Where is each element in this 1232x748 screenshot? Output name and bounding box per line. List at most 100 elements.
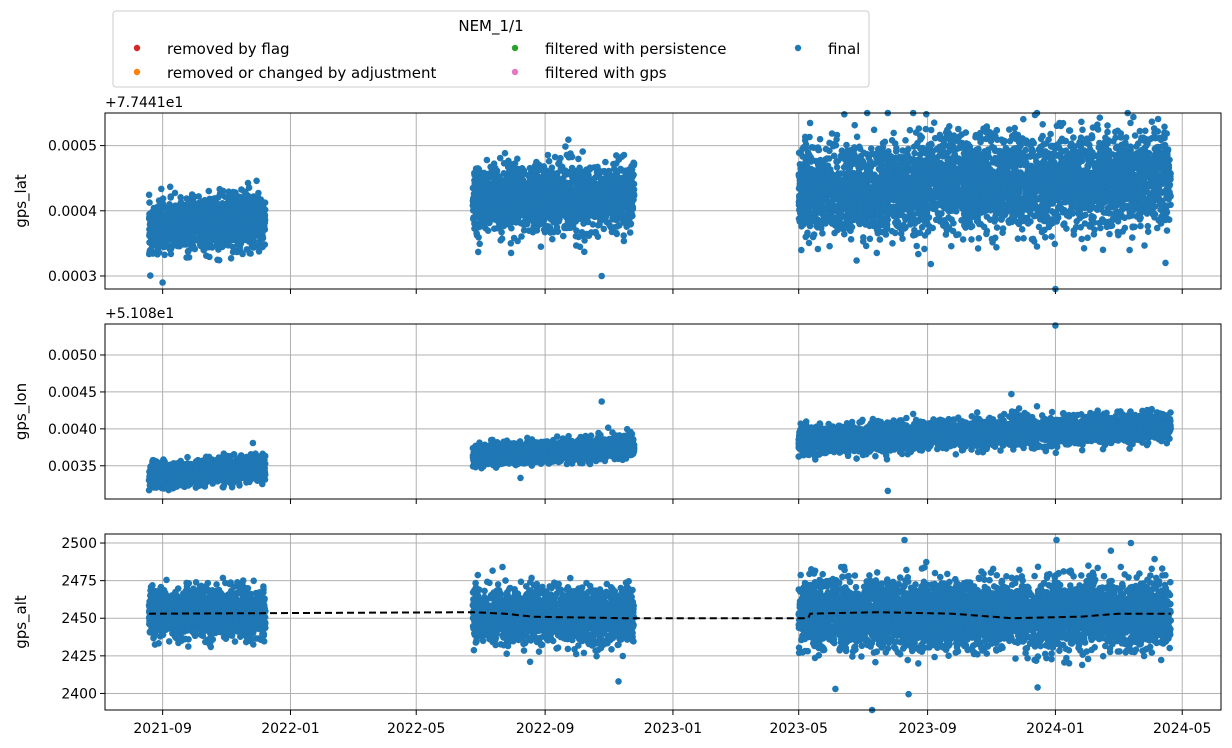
data-point: [161, 212, 168, 219]
data-point: [1154, 225, 1161, 232]
data-point: [532, 212, 539, 219]
data-point: [1129, 234, 1136, 241]
data-point: [983, 231, 990, 238]
data-point: [206, 188, 213, 195]
data-point: [503, 190, 510, 197]
data-point: [546, 158, 553, 165]
legend-marker: [134, 69, 140, 75]
data-point: [234, 194, 241, 201]
data-point: [183, 254, 190, 261]
data-point: [151, 239, 158, 246]
data-point: [218, 189, 225, 196]
data-point: [260, 228, 267, 235]
data-point: [1130, 114, 1137, 121]
data-point: [580, 220, 587, 227]
legend-title: NEM_1/1: [458, 17, 523, 36]
data-point: [521, 208, 528, 215]
data-point: [158, 198, 165, 205]
data-point: [176, 236, 183, 243]
data-point: [550, 184, 557, 191]
data-point: [492, 204, 499, 211]
data-point: [161, 242, 168, 249]
data-point: [204, 214, 211, 221]
data-point: [240, 205, 247, 212]
data-point: [575, 200, 582, 207]
data-point: [843, 142, 850, 149]
data-point: [219, 244, 226, 251]
data-point: [549, 175, 556, 182]
data-point: [587, 196, 594, 203]
series-final: [146, 110, 1174, 293]
data-point: [537, 183, 544, 190]
data-point: [586, 232, 593, 239]
data-point: [474, 193, 481, 200]
data-point: [261, 216, 268, 223]
data-point: [566, 154, 573, 161]
data-point: [516, 182, 523, 189]
data-point: [207, 239, 214, 246]
data-point: [577, 244, 584, 251]
data-point: [626, 166, 633, 173]
data-point: [834, 164, 841, 171]
data-point: [1132, 132, 1139, 139]
data-point: [169, 219, 176, 226]
data-point: [578, 169, 585, 176]
data-point: [152, 227, 159, 234]
data-point: [165, 235, 172, 242]
data-point: [496, 174, 503, 181]
data-point: [472, 181, 479, 188]
data-point: [565, 180, 572, 187]
data-point: [1161, 124, 1168, 131]
data-point: [596, 204, 603, 211]
legend-marker: [512, 69, 518, 75]
data-point: [562, 143, 569, 150]
data-point: [554, 224, 561, 231]
data-point: [594, 164, 601, 171]
data-point: [161, 252, 168, 259]
data-point: [560, 186, 567, 193]
data-point: [617, 202, 624, 209]
data-point: [613, 191, 620, 198]
data-point: [226, 188, 233, 195]
data-point: [204, 227, 211, 234]
data-point: [575, 156, 582, 163]
data-point: [240, 198, 247, 205]
data-point: [510, 201, 517, 208]
data-point: [566, 225, 573, 232]
data-point: [146, 232, 153, 239]
data-point: [612, 216, 619, 223]
data-point: [911, 150, 918, 157]
data-point: [513, 219, 520, 226]
data-point: [519, 197, 526, 204]
data-point: [566, 213, 573, 220]
data-point: [224, 216, 231, 223]
data-point: [164, 207, 171, 214]
data-point: [236, 226, 243, 233]
data-point: [580, 202, 587, 209]
data-point: [150, 250, 157, 257]
data-point: [172, 225, 179, 232]
data-point: [184, 240, 191, 247]
data-point: [535, 166, 542, 173]
data-point: [579, 148, 586, 155]
data-point: [994, 224, 1001, 231]
data-point: [601, 214, 608, 221]
data-point: [473, 205, 480, 212]
data-point: [256, 198, 263, 205]
data-point: [538, 243, 545, 250]
data-point: [517, 189, 524, 196]
data-point: [484, 157, 491, 164]
data-point: [914, 140, 921, 147]
data-point: [623, 217, 630, 224]
data-point: [241, 188, 248, 195]
data-point: [538, 197, 545, 204]
data-point: [190, 193, 197, 200]
data-point: [192, 246, 199, 253]
data-point: [473, 230, 480, 237]
data-point: [223, 206, 230, 213]
data-point: [528, 185, 535, 192]
data-point: [499, 206, 506, 213]
data-point: [189, 207, 196, 214]
data-point: [198, 216, 205, 223]
